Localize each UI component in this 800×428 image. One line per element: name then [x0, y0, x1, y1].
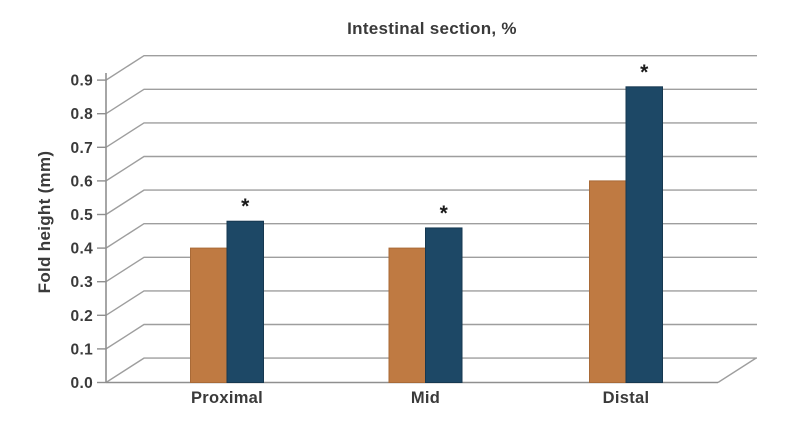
- bar-proximal-blue: [226, 220, 264, 383]
- bar-mid-blue: [425, 227, 463, 383]
- gridline: [105, 122, 757, 148]
- category-label: Proximal: [191, 389, 263, 407]
- gridline: [105, 323, 757, 350]
- y-tick-label: 0.9: [71, 73, 94, 90]
- y-tick-label: 0.1: [71, 341, 94, 358]
- gridline: [105, 88, 757, 115]
- y-tick-label: 0.2: [71, 308, 93, 325]
- y-tick-label: 0.4: [71, 241, 94, 258]
- y-tick-label: 0.6: [71, 173, 94, 190]
- gridline: [105, 290, 757, 316]
- y-tick-label: 0.8: [71, 106, 94, 123]
- gridline: [105, 223, 757, 249]
- y-tick-label: 0.0: [71, 375, 93, 392]
- gridline: [105, 155, 757, 182]
- gridline: [105, 55, 757, 81]
- bar-distal-brown: [589, 180, 627, 383]
- significance-asterisk: *: [241, 195, 250, 218]
- y-tick-label: 0.3: [71, 274, 94, 291]
- gridline: [105, 256, 757, 283]
- floor-gridline: [105, 357, 757, 384]
- category-label: Distal: [603, 389, 650, 407]
- category-label: Mid: [411, 389, 440, 407]
- chart-title: Intestinal section, %: [347, 19, 517, 38]
- y-tick-label: 0.5: [71, 207, 94, 224]
- bar-proximal-brown: [190, 247, 228, 383]
- gridline: [105, 189, 757, 216]
- significance-asterisk: *: [440, 202, 449, 225]
- bar-distal-blue: [625, 86, 663, 383]
- bar-mid-brown: [388, 247, 426, 383]
- y-tick-label: 0.7: [71, 140, 93, 157]
- significance-asterisk: *: [640, 61, 649, 84]
